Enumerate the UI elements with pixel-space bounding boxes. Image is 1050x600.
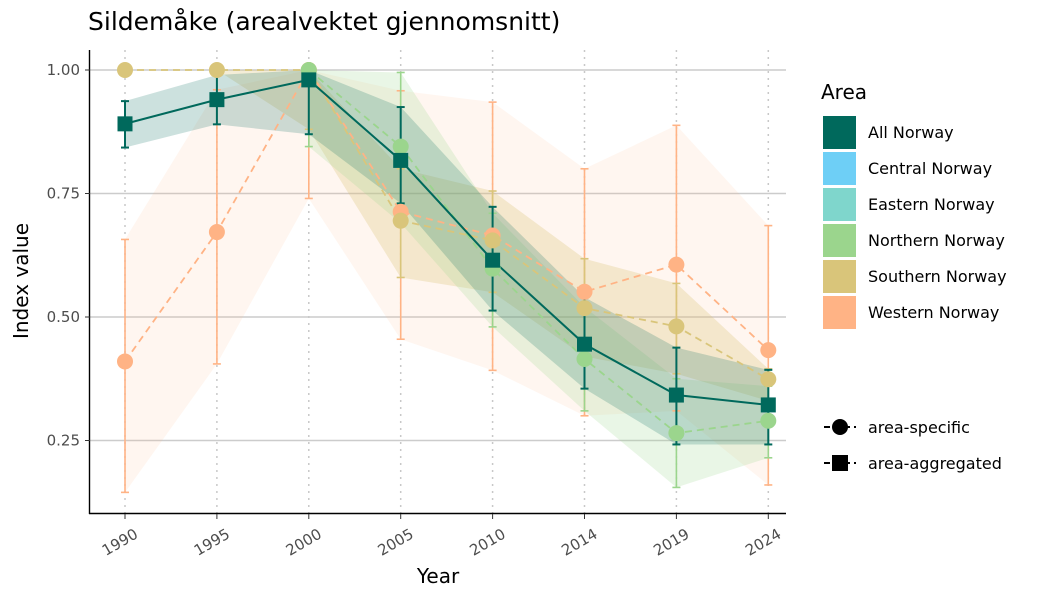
point-all-norway-2000 [301, 72, 317, 88]
series-lines [124, 68, 769, 435]
line-all-norway [124, 78, 769, 406]
point-western-norway-1990 [117, 353, 133, 370]
ribbon-all-norway [125, 70, 769, 445]
legend: Area All Norway Central Norway Eastern Nor… [821, 80, 1007, 473]
point-all-norway-2019 [668, 387, 684, 403]
point-southern-norway-2024 [760, 371, 777, 388]
y-axis-title: Index value [9, 223, 33, 339]
ribbon-western-norway [125, 70, 769, 493]
legend-label-central-norway: Central Norway [868, 159, 992, 178]
legend-swatch-western-norway [823, 296, 856, 329]
point-southern-norway-2014 [576, 300, 593, 317]
series-points [117, 62, 777, 442]
x-tick-label-2024: 2024 [742, 525, 784, 560]
legend-shape-square [824, 455, 856, 471]
point-southern-norway-2005 [392, 212, 409, 229]
line-western-norway [124, 68, 769, 362]
legend-shape-circle [824, 419, 856, 435]
legend-swatch-eastern-norway [823, 188, 856, 221]
legend-label-southern-norway: Southern Norway [868, 267, 1007, 286]
legend-color-keys: All Norway Central Norway Eastern Norway No… [823, 116, 1007, 329]
x-tick-label-1995: 1995 [191, 525, 233, 560]
y-tick-label-0.50: 0.50 [47, 308, 80, 326]
y-ticks: 0.25 0.50 0.75 1.00 [47, 61, 90, 450]
legend-swatch-all-norway [823, 116, 856, 149]
legend-shape-label-square: area-aggregated [868, 454, 1002, 473]
x-tick-label-2000: 2000 [283, 525, 325, 560]
legend-shape-circle-icon [832, 419, 848, 435]
point-western-norway-2024 [760, 342, 777, 359]
point-all-norway-2024 [760, 397, 776, 413]
point-northern-norway-2024 [760, 412, 777, 429]
point-northern-norway-2005 [392, 138, 409, 155]
chart-title: Sildemåke (arealvektet gjennomsnitt) [88, 7, 560, 36]
x-tick-label-1990: 1990 [99, 525, 141, 560]
line-northern-norway [308, 69, 769, 435]
legend-title: Area [821, 80, 867, 104]
legend-label-western-norway: Western Norway [868, 303, 999, 322]
plot-area [90, 50, 786, 513]
point-all-norway-2005 [393, 152, 409, 168]
point-western-norway-1995 [208, 224, 225, 241]
point-western-norway-2014 [576, 283, 593, 300]
legend-swatch-southern-norway [823, 260, 856, 293]
legend-shape-keys: area-specific area-aggregated [824, 418, 1002, 473]
x-axis-title: Year [416, 564, 460, 588]
x-tick-label-2014: 2014 [558, 525, 600, 560]
x-tick-label-2010: 2010 [467, 525, 509, 560]
point-all-norway-2014 [577, 336, 592, 352]
legend-swatch-central-norway [823, 152, 856, 185]
point-southern-norway-1990 [117, 62, 133, 78]
point-southern-norway-2019 [668, 318, 685, 335]
point-all-norway-1990 [117, 116, 133, 132]
legend-label-eastern-norway: Eastern Norway [868, 195, 995, 214]
legend-label-northern-norway: Northern Norway [868, 231, 1005, 250]
point-western-norway-2019 [668, 256, 685, 273]
point-all-norway-2010 [485, 252, 501, 268]
y-tick-label-0.25: 0.25 [47, 432, 80, 450]
y-tick-label-0.75: 0.75 [47, 185, 80, 203]
x-tick-label-2019: 2019 [650, 525, 692, 560]
legend-swatch-northern-norway [823, 224, 856, 257]
point-southern-norway-2010 [484, 232, 501, 249]
x-ticks: 1990 1995 2000 2005 2010 2014 2019 2024 [99, 514, 784, 560]
point-southern-norway-1995 [208, 62, 225, 78]
legend-shape-label-circle: area-specific [868, 418, 970, 437]
x-tick-label-2005: 2005 [375, 525, 417, 560]
point-northern-norway-2014 [576, 350, 593, 367]
legend-shape-square-icon [832, 455, 848, 471]
point-all-norway-1995 [209, 92, 225, 108]
legend-label-all-norway: All Norway [868, 123, 954, 142]
y-tick-label-1.00: 1.00 [47, 61, 80, 79]
ribbon-southern-norway [125, 70, 769, 401]
point-northern-norway-2019 [668, 425, 685, 442]
